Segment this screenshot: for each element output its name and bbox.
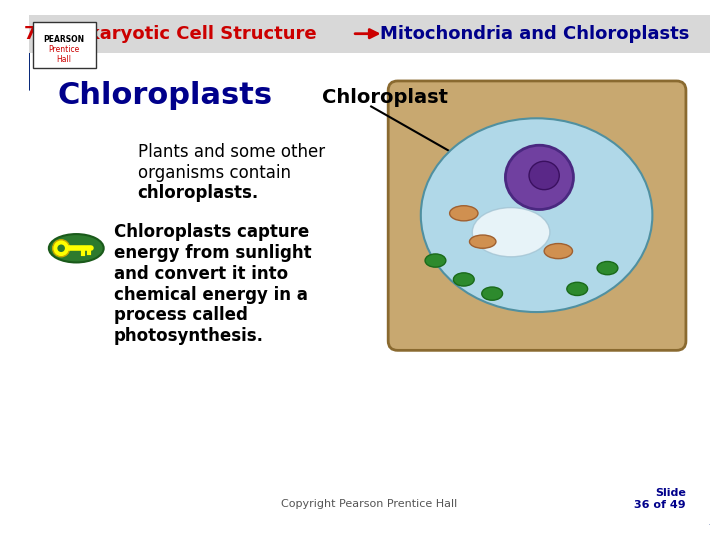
Text: photosynthesis.: photosynthesis. xyxy=(114,327,264,345)
Text: Chloroplast: Chloroplast xyxy=(322,89,448,107)
Ellipse shape xyxy=(454,273,474,286)
Polygon shape xyxy=(710,525,720,540)
Text: Chloroplasts: Chloroplasts xyxy=(58,80,272,110)
Ellipse shape xyxy=(505,145,573,210)
Text: Prentice: Prentice xyxy=(48,45,80,54)
Polygon shape xyxy=(0,0,29,15)
Text: Mitochondria and Chloroplasts: Mitochondria and Chloroplasts xyxy=(380,25,689,43)
Text: 7-2 Eukaryotic Cell Structure: 7-2 Eukaryotic Cell Structure xyxy=(24,25,317,43)
Polygon shape xyxy=(0,0,29,90)
FancyBboxPatch shape xyxy=(33,22,96,68)
Text: PEARSON: PEARSON xyxy=(43,35,84,44)
Text: Chloroplasts capture: Chloroplasts capture xyxy=(114,223,310,241)
Text: and convert it into: and convert it into xyxy=(114,265,288,283)
Circle shape xyxy=(58,245,65,252)
Ellipse shape xyxy=(482,287,503,300)
FancyBboxPatch shape xyxy=(388,81,686,350)
Text: energy from sunlight: energy from sunlight xyxy=(114,244,312,262)
Ellipse shape xyxy=(597,261,618,275)
Text: chemical energy in a: chemical energy in a xyxy=(114,286,308,303)
Text: Plants and some other: Plants and some other xyxy=(138,143,325,161)
Text: Slide
36 of 49: Slide 36 of 49 xyxy=(634,488,686,510)
Text: chloroplasts.: chloroplasts. xyxy=(138,185,259,202)
Ellipse shape xyxy=(449,206,478,221)
Ellipse shape xyxy=(49,234,104,262)
Ellipse shape xyxy=(420,118,652,312)
Ellipse shape xyxy=(544,244,572,259)
Text: Copyright Pearson Prentice Hall: Copyright Pearson Prentice Hall xyxy=(282,500,457,509)
Text: Hall: Hall xyxy=(56,55,71,64)
Ellipse shape xyxy=(567,282,588,295)
Ellipse shape xyxy=(529,161,559,190)
Text: process called: process called xyxy=(114,306,248,325)
Ellipse shape xyxy=(469,235,496,248)
FancyBboxPatch shape xyxy=(29,15,710,52)
Text: organisms contain: organisms contain xyxy=(138,164,291,181)
Circle shape xyxy=(53,240,70,256)
Ellipse shape xyxy=(425,254,446,267)
Ellipse shape xyxy=(472,207,550,256)
